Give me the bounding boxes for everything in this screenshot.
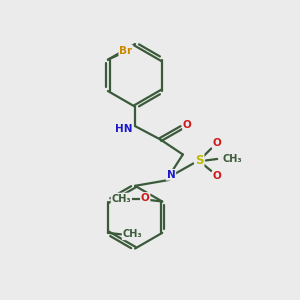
Text: CH₃: CH₃ (222, 154, 242, 164)
Text: CH₃: CH₃ (123, 230, 142, 239)
Text: HN: HN (115, 124, 133, 134)
Text: O: O (141, 193, 150, 203)
Text: S: S (195, 154, 203, 167)
Text: CH₃: CH₃ (112, 194, 131, 203)
Text: O: O (183, 120, 192, 130)
Text: O: O (213, 171, 222, 181)
Text: O: O (213, 138, 222, 148)
Text: Br: Br (119, 46, 132, 56)
Text: N: N (167, 170, 175, 180)
